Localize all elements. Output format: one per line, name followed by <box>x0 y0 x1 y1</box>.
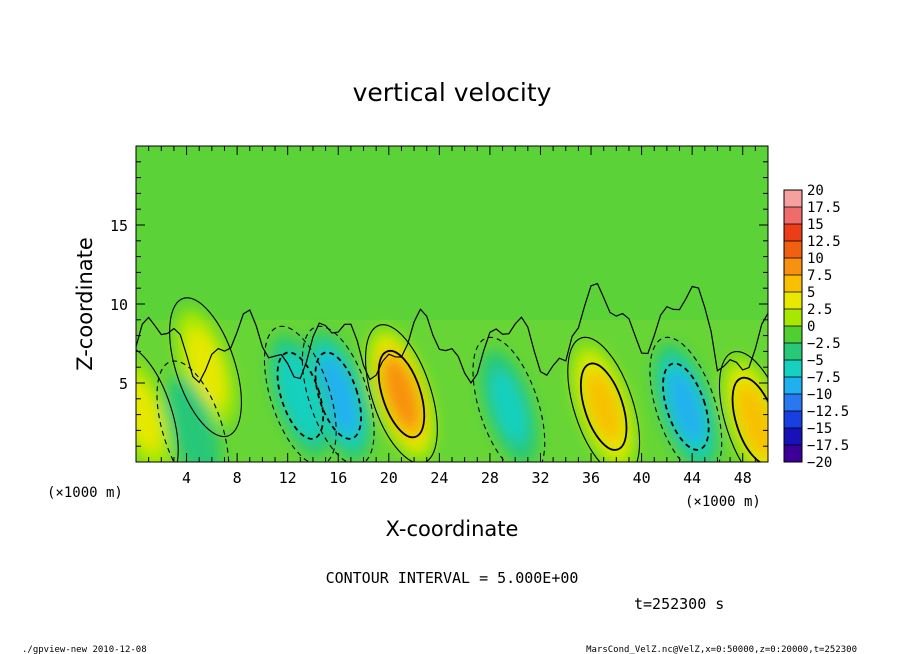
field-blob <box>185 327 226 407</box>
contour-line <box>301 325 375 462</box>
colorbar-label: −10 <box>807 387 832 403</box>
field-blob <box>667 370 704 443</box>
contour-line <box>731 376 768 462</box>
contour-line <box>276 351 325 440</box>
contour-line <box>649 336 723 462</box>
y-tick-label: 5 <box>119 375 128 393</box>
colorbar-segment <box>784 360 802 378</box>
colorbar-label: −20 <box>807 455 832 471</box>
x-tick-label: 12 <box>279 469 297 487</box>
colorbar-label: 2.5 <box>807 302 832 318</box>
contour-line <box>472 336 546 462</box>
colorbar-segment <box>784 275 802 293</box>
colorbar-segment <box>784 377 802 395</box>
x-tick-label: 16 <box>329 469 347 487</box>
field-blob <box>736 383 768 459</box>
field-blob <box>490 369 528 444</box>
field-blob <box>383 358 420 430</box>
colorbar-label: −15 <box>807 421 832 437</box>
colorbar-segment <box>784 411 802 429</box>
colorbar-label: 12.5 <box>807 234 841 250</box>
x-tick-label: 32 <box>531 469 549 487</box>
x-tick-label: 44 <box>683 469 701 487</box>
contour-line <box>662 362 710 451</box>
x-unit-left: (×1000 m) <box>47 485 123 501</box>
colorbar-segment <box>784 394 802 412</box>
colorbar-segment <box>784 292 802 310</box>
footer-left: ./gpview-new 2010-12-08 <box>22 645 147 654</box>
colorbar-label: −17.5 <box>807 438 849 454</box>
field-blob <box>165 376 221 462</box>
y-axis-label: Z-coordinate <box>73 237 97 371</box>
colorbar-segment <box>784 224 802 242</box>
contour-line <box>718 351 768 462</box>
contour-line <box>314 351 362 440</box>
x-tick-label: 4 <box>182 469 191 487</box>
colorbar-segment <box>784 445 802 463</box>
x-unit-right: (×1000 m) <box>685 494 761 510</box>
colorbar-segment <box>784 343 802 361</box>
time-label: t=252300 s <box>634 595 724 613</box>
colorbar-segment <box>784 241 802 259</box>
x-tick-label: 24 <box>430 469 448 487</box>
y-ticks: 5 10 15 <box>110 145 768 463</box>
contour-interval: CONTOUR INTERVAL = 5.000E+00 <box>326 569 579 587</box>
x-tick-label: 36 <box>582 469 600 487</box>
colorbar-label: 15 <box>807 217 824 233</box>
colorbar-label: −7.5 <box>807 370 841 386</box>
footer-right: MarsCond_VelZ.nc@VelZ,x=0:50000,z=0:2000… <box>586 645 857 654</box>
x-tick-label: 20 <box>380 469 398 487</box>
contour-line <box>579 362 628 451</box>
colorbar-segment <box>784 190 802 208</box>
colorbar-label: 20 <box>807 183 824 199</box>
field-blob <box>136 377 161 452</box>
y-tick-label: 15 <box>110 217 128 235</box>
zero-contour <box>136 282 768 384</box>
field-blobs <box>136 309 768 462</box>
colorbar-segment <box>784 428 802 446</box>
colorbar-segment <box>784 258 802 276</box>
x-tick-label: 40 <box>633 469 651 487</box>
colorbar-label: 5 <box>807 285 815 301</box>
x-tick-label: 28 <box>481 469 499 487</box>
colorbar-label: 7.5 <box>807 268 832 284</box>
x-axis-label: X-coordinate <box>386 517 519 541</box>
contour-line <box>263 325 337 462</box>
colorbar-label: −2.5 <box>807 336 841 352</box>
contour-line <box>136 344 179 462</box>
colorbar-segment <box>784 309 802 327</box>
colorbar-label: 0 <box>807 319 815 335</box>
contour-line <box>567 336 641 462</box>
colorbar-segment <box>784 207 802 225</box>
contour-lines <box>136 282 768 462</box>
x-tick-label: 8 <box>233 469 242 487</box>
x-ticks: 4 8 12 16 20 24 28 32 36 40 44 48 <box>135 146 769 487</box>
contour-line <box>156 360 230 462</box>
colorbar: 2017.51512.5107.552.50−2.5−5−7.5−10−12.5… <box>783 183 849 471</box>
field-blob <box>277 350 324 442</box>
colorbar-label: −12.5 <box>807 404 849 420</box>
x-tick-label: 48 <box>734 469 752 487</box>
colorbar-label: 10 <box>807 251 824 267</box>
contour-line <box>365 324 438 462</box>
field-blob <box>318 356 358 436</box>
contour-line <box>169 297 242 438</box>
chart-title: vertical velocity <box>353 78 552 107</box>
colorbar-label: 17.5 <box>807 200 841 216</box>
field-blob <box>585 370 622 443</box>
colorbar-segment <box>784 326 802 344</box>
colorbar-label: −5 <box>807 353 824 369</box>
contour-line <box>377 349 426 439</box>
y-tick-label: 10 <box>110 296 128 314</box>
